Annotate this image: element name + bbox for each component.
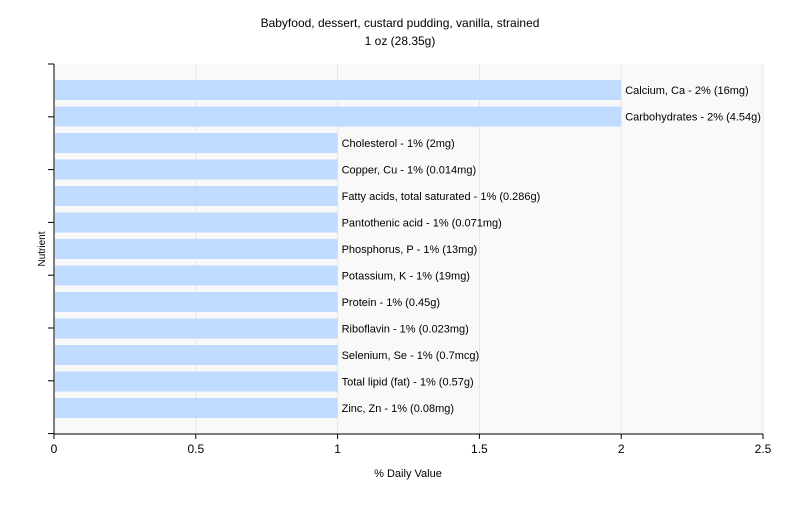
axes: 0 0.5 1 1.5 2 2.5 [48,63,772,456]
chart-title: Babyfood, dessert, custard pudding, vani… [261,16,540,30]
bar [55,345,338,365]
bar [55,239,338,259]
x-axis-label: % Daily Value [374,468,442,480]
bar [55,265,338,286]
x-tick-label: 2 [618,442,625,456]
bar-label: Calcium, Ca - 2% (16mg) [625,85,748,97]
bar-label: Fatty acids, total saturated - 1% (0.286… [342,191,541,203]
bar-label: Zinc, Zn - 1% (0.08mg) [342,403,454,415]
bar [55,398,338,418]
bar [55,186,338,206]
bar [55,371,338,392]
bar-label: Copper, Cu - 1% (0.014mg) [342,165,477,177]
x-tick-label: 1.5 [471,442,488,456]
bar [55,80,622,100]
bar-labels: Calcium, Ca - 2% (16mg) Carbohydrates - 2… [342,85,761,415]
bar-label: Pantothenic acid - 1% (0.071mg) [342,218,502,230]
bar-label: Selenium, Se - 1% (0.7mcg) [342,350,480,362]
bar [55,133,338,153]
bars [55,80,622,418]
x-tick-label: 0 [51,442,58,456]
bar-label: Protein - 1% (0.45g) [342,297,440,309]
bar-label: Phosphorus, P - 1% (13mg) [342,244,478,256]
chart-subtitle: 1 oz (28.35g) [365,34,436,48]
bar-label: Cholesterol - 1% (2mg) [342,138,455,150]
bar-label: Riboflavin - 1% (0.023mg) [342,324,469,336]
x-tick-label: 2.5 [755,442,772,456]
bar-label: Total lipid (fat) - 1% (0.57g) [342,377,474,389]
bar-label: Potassium, K - 1% (19mg) [342,271,470,283]
y-axis-label: Nutrient [37,231,48,266]
x-tick-label: 1 [334,442,341,456]
bar [55,159,338,180]
bar [55,318,338,339]
x-tick-label: 0.5 [187,442,204,456]
bar [55,292,338,312]
bar-label: Carbohydrates - 2% (4.54g) [625,112,761,124]
bar [55,212,338,233]
bar [55,106,622,127]
